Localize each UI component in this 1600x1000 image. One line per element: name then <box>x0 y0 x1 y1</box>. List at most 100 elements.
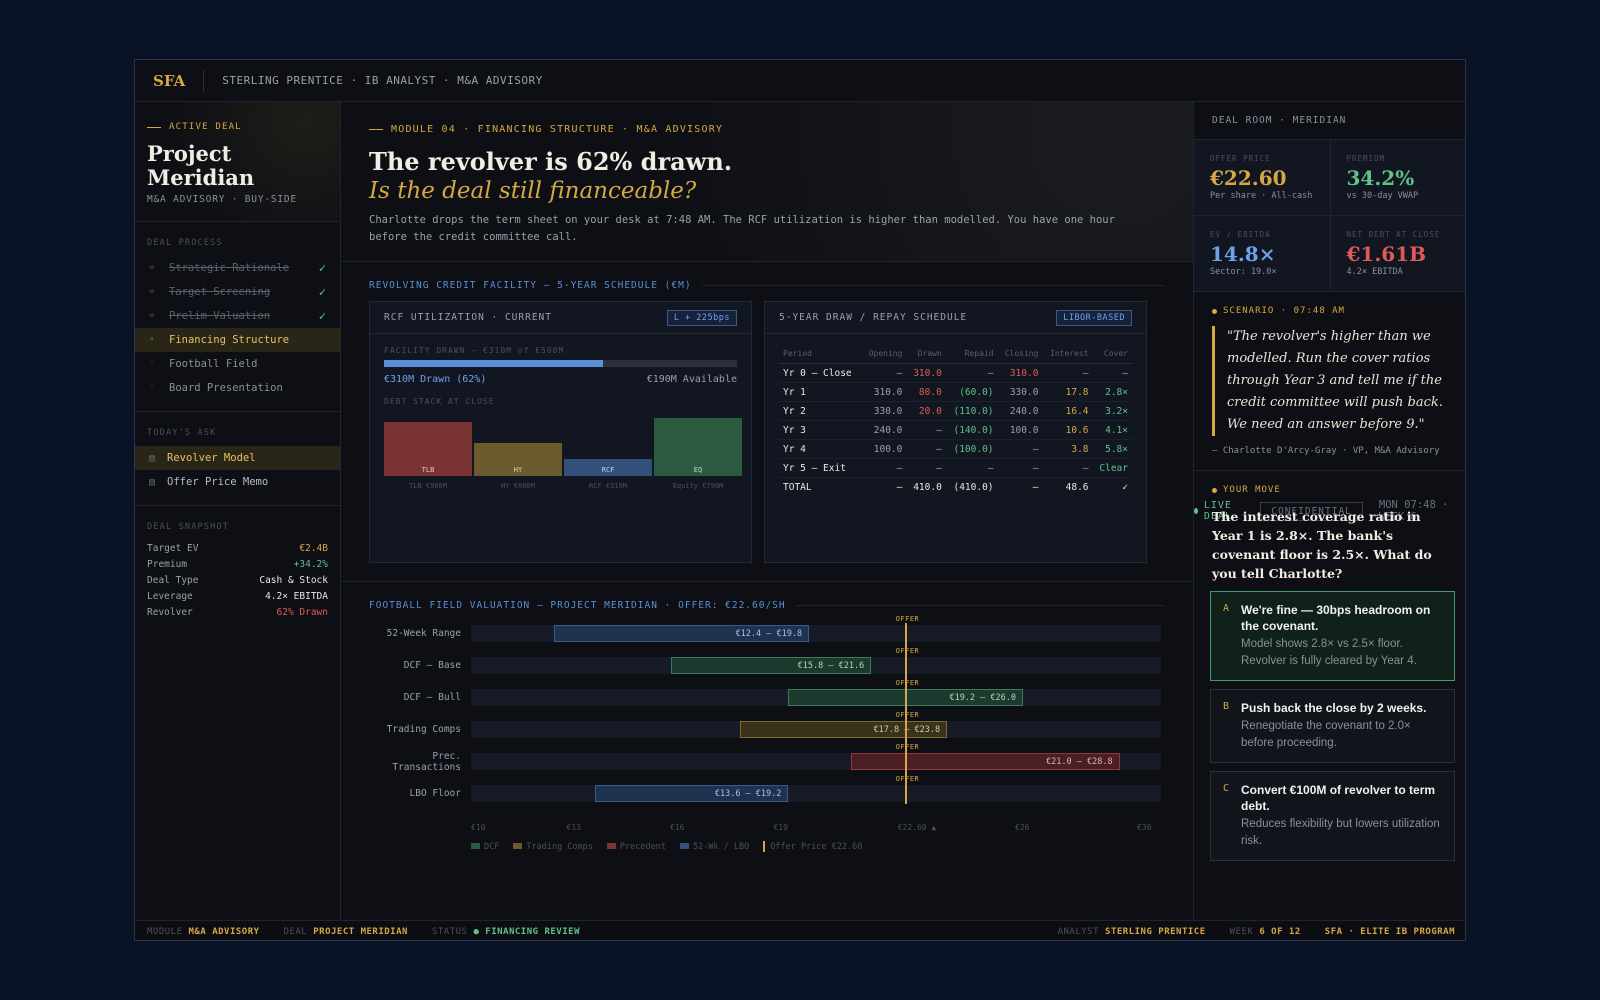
deal-room-title: DEAL ROOM · MERIDIAN <box>1194 102 1465 140</box>
process-item[interactable]: = Prelim Valuation ✓ <box>135 304 340 328</box>
deal-name: Project Meridian <box>147 141 255 190</box>
snapshot-key: Deal Type <box>147 574 199 586</box>
debt-stack-caption: Equity €790M <box>672 482 724 490</box>
process-item[interactable]: = Target Screening ✓ <box>135 280 340 304</box>
hero: MODULE 04 · FINANCING STRUCTURE · M&A AD… <box>341 102 1193 262</box>
table-cell: — <box>861 363 907 383</box>
offer-tag: OFFER <box>895 711 920 719</box>
table-cell: Yr 4 <box>779 439 862 459</box>
answer-option-a[interactable]: A We're fine — 30bps headroom on the cove… <box>1210 591 1455 681</box>
check-icon: ✓ <box>318 285 326 299</box>
legend-swatch <box>606 842 616 849</box>
offer-price-line <box>904 623 907 804</box>
kpi-card: EV / EBITDA 14.8× Sector: 19.0× <box>1194 216 1331 292</box>
process-item-label: Target Screening <box>169 286 271 298</box>
table-row: Yr 0 — Close —310.0—310.0— — <box>779 363 1132 383</box>
snapshot-value: 4.2× EBITDA <box>265 590 328 602</box>
facility-label: FACILITY DRAWN — €310M of €500M <box>384 346 565 355</box>
table-cell: Yr 2 <box>779 401 862 421</box>
process-item[interactable]: ◦ Football Field <box>135 352 340 376</box>
debt-stack-bar-label: HY <box>513 466 523 474</box>
quote-attribution: — Charlotte D'Arcy-Gray · VP, M&A Adviso… <box>1212 446 1440 456</box>
utilization-bar <box>384 360 737 367</box>
process-item-label: Prelim Valuation <box>169 310 271 322</box>
football-row-label: 52-Week Range <box>386 628 461 639</box>
column-header: Opening <box>861 344 907 364</box>
scenario: SCENARIO · 07:48 AM "The revolver's high… <box>1194 292 1465 471</box>
process-item[interactable]: = Strategic Rationale ✓ <box>135 256 340 280</box>
page-title: The revolver is 62% drawn. <box>369 147 733 176</box>
footer-module-key: MODULE <box>147 926 183 937</box>
drawn-label: €310M Drawn (62%) <box>384 374 487 385</box>
legend-item: 52-Wk / LBO <box>679 842 749 852</box>
footer-week-value: 6 OF 12 <box>1259 926 1301 937</box>
table-row: Yr 4 100.0— (100.0) —3.8 5.8× <box>779 439 1132 459</box>
option-letter: A <box>1223 603 1230 614</box>
document-icon: ▤ <box>149 452 156 464</box>
debt-stack-bar-label: TLB <box>421 466 435 474</box>
axis-tick-label: €13 <box>566 823 581 832</box>
active-deal-eyebrow: ACTIVE DEAL <box>147 122 328 132</box>
debt-stack-bar: HY <box>474 443 562 476</box>
debt-stack-caption: RCF €310M <box>589 482 627 490</box>
football-row: DCF — Bull €19.2 – €26.0 <box>369 689 1161 721</box>
valuation-range-bar[interactable]: €12.4 – €19.8 <box>553 625 810 642</box>
kpi-sub: Per share · All-cash <box>1210 191 1313 201</box>
valuation-range-bar[interactable]: €17.8 – €23.8 <box>740 721 948 738</box>
table-cell: Yr 5 — Exit <box>779 458 862 478</box>
move-question: The interest coverage ratio in Year 1 is… <box>1212 509 1432 581</box>
footer-status-value: ● FINANCING REVIEW <box>473 926 580 937</box>
option-description: Reduces flexibility but lowers utilizati… <box>1241 818 1440 847</box>
ask-item[interactable]: ▤ Offer Price Memo <box>135 470 340 494</box>
table-cell: 310.0 <box>997 363 1043 383</box>
main-content: MODULE 04 · FINANCING STRUCTURE · M&A AD… <box>341 102 1193 920</box>
valuation-range-bar[interactable]: €21.0 – €28.8 <box>850 753 1120 770</box>
total-cell: — <box>997 477 1043 497</box>
table-cell: Clear <box>1092 458 1132 478</box>
column-header: Period <box>779 344 862 364</box>
footer-analyst-value: STERLING PRENTICE <box>1105 926 1206 937</box>
live-label: LIVE DEAL <box>1203 500 1232 522</box>
available-label: €190M Available <box>646 374 737 385</box>
football-row: LBO Floor €13.6 – €19.2 <box>369 785 1161 817</box>
check-icon: ✓ <box>318 261 326 275</box>
rcf-utilization-panel: RCF UTILIZATION · CURRENT L + 225bps FACI… <box>369 301 752 563</box>
offer-tag: OFFER <box>895 679 920 687</box>
kpi-value: €22.60 <box>1210 166 1287 190</box>
valuation-range-bar[interactable]: €15.8 – €21.6 <box>671 657 872 674</box>
legend-offer-swatch <box>763 841 766 852</box>
process-item[interactable]: ◦ Board Presentation <box>135 376 340 400</box>
kpi-value: €1.61B <box>1346 242 1427 266</box>
legend-item-offer: Offer Price €22.60 <box>763 841 862 852</box>
kpi-card: NET DEBT AT CLOSE €1.61B 4.2× EBITDA <box>1330 216 1465 292</box>
option-letter: C <box>1223 783 1230 794</box>
rcf-section-title: REVOLVING CREDIT FACILITY — 5-YEAR SCHED… <box>369 280 1165 291</box>
total-row: TOTAL —410.0 (410.0) —48.6 ✓ <box>779 477 1132 497</box>
axis-tick-label: €19 <box>773 823 788 832</box>
kpi-value: 34.2% <box>1346 166 1415 190</box>
offer-tag: OFFER <box>895 743 920 751</box>
football-row: DCF — Base €15.8 – €21.6 <box>369 657 1161 689</box>
bullet-icon: = <box>149 263 155 273</box>
footer-status-key: STATUS <box>431 926 468 937</box>
process-item-label: Financing Structure <box>169 334 290 346</box>
process-item[interactable]: ◦ Financing Structure <box>135 328 340 352</box>
todays-ask: TODAY'S ASK ▤ Revolver Model ▤ Offer Price … <box>135 412 340 506</box>
legend-item: Precedent <box>606 842 666 852</box>
table-cell: 80.0 <box>906 382 946 402</box>
footer-program: SFA · ELITE IB PROGRAM <box>1324 926 1455 937</box>
answer-option-c[interactable]: C Convert €100M of revolver to term debt.… <box>1210 771 1455 861</box>
rate-tag: L + 225bps <box>666 309 737 326</box>
answer-option-b[interactable]: B Push back the close by 2 weeks. Renegoti… <box>1210 689 1455 763</box>
snapshot-row: Target EV €2.4B <box>135 540 340 556</box>
offer-tag: OFFER <box>895 615 920 623</box>
table-cell: (110.0) <box>945 401 998 421</box>
football-legend: DCF Trading Comps Precedent 52-Wk / LBO Offe… <box>471 841 1165 852</box>
deal-process-label: DEAL PROCESS <box>147 238 223 248</box>
valuation-range-bar[interactable]: €13.6 – €19.2 <box>595 785 789 802</box>
snapshot-key: Revolver <box>147 606 193 618</box>
status-footer: MODULE M&A ADVISORY DEAL PROJECT MERIDIAN … <box>135 920 1465 940</box>
kpi-card: OFFER PRICE €22.60 Per share · All-cash <box>1194 140 1331 216</box>
ask-item[interactable]: ▤ Revolver Model <box>135 446 340 470</box>
todays-ask-label: TODAY'S ASK <box>147 428 217 438</box>
